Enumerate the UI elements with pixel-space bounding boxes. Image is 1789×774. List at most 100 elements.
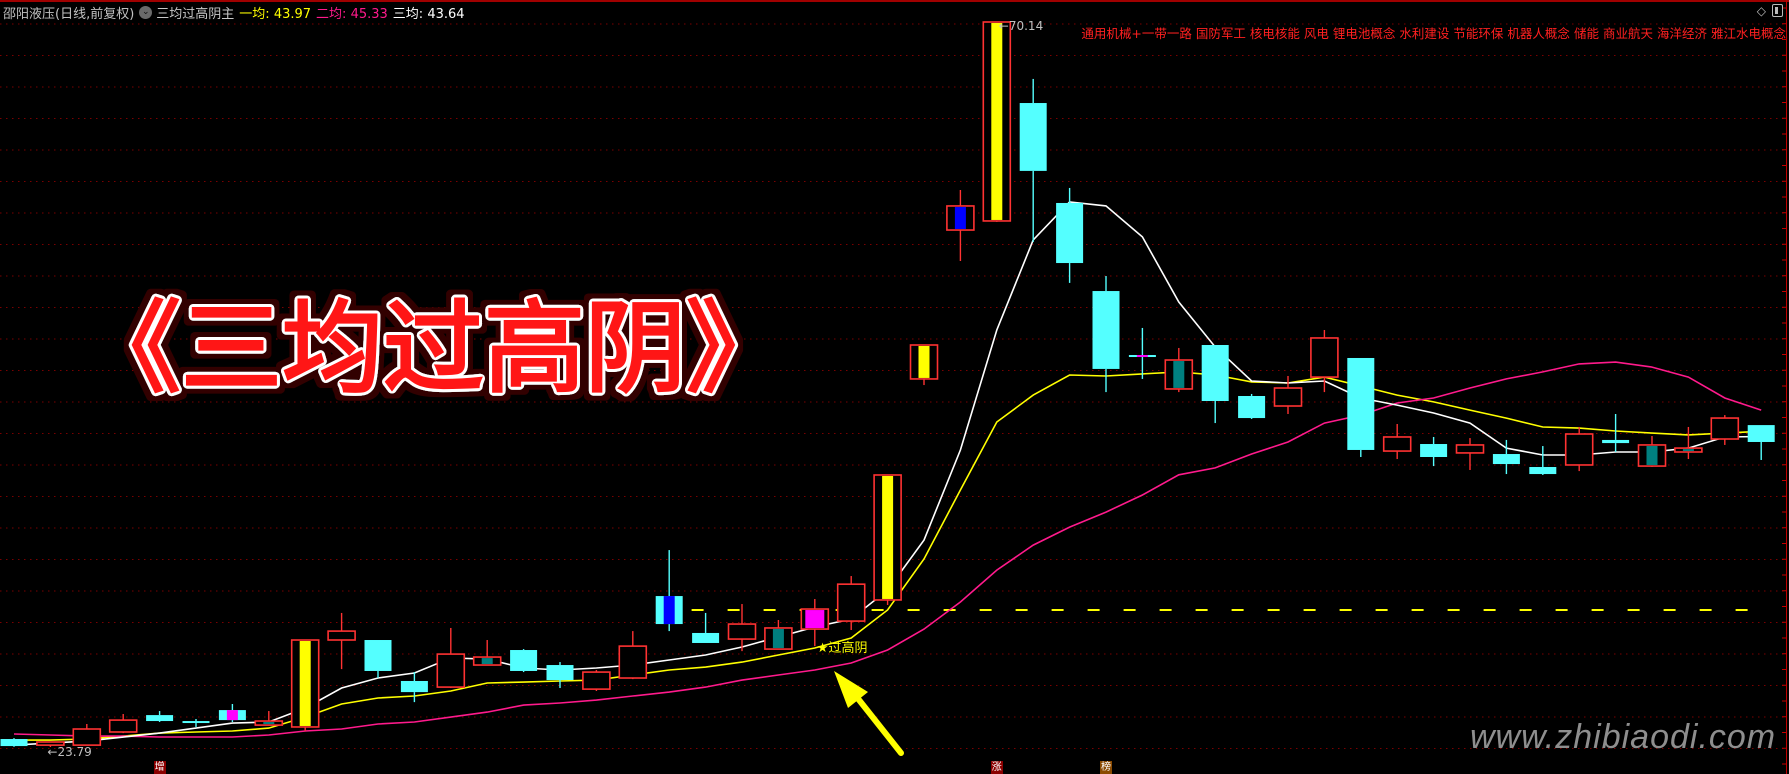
signal-mark-teal xyxy=(772,628,784,649)
candle-body xyxy=(36,741,65,746)
candle-body xyxy=(727,623,757,640)
watermark: www.zhibiaodi.com xyxy=(1470,718,1777,756)
candle-up xyxy=(254,711,284,726)
signal-mark-teal xyxy=(263,722,275,725)
candle-body xyxy=(327,630,356,641)
signal-mark-teal xyxy=(1682,449,1694,452)
candle-body xyxy=(1564,433,1594,466)
sector-tag[interactable]: 水利建设 xyxy=(1399,26,1450,41)
sector-tag[interactable]: 风电 xyxy=(1303,26,1329,41)
stock-title: 邵阳液压(日线,前复权) xyxy=(3,6,135,22)
sector-tag[interactable]: 通用机械+一带一路 xyxy=(1081,26,1192,41)
panel-toggle-icon[interactable] xyxy=(1772,4,1783,17)
candle-body xyxy=(1019,103,1047,171)
yellow-arrow-icon xyxy=(834,671,904,756)
candle-up xyxy=(982,21,1012,222)
signal-mark-yellow xyxy=(991,23,1003,220)
candle-down xyxy=(146,711,174,722)
candle-body xyxy=(1492,454,1520,465)
chart-header: 邵阳液压(日线,前复权) ⌄ 三均过高阴主 一均: 43.97 二均: 45.3… xyxy=(3,3,470,22)
signal-mark-magenta xyxy=(226,710,238,721)
candle-down xyxy=(1420,436,1448,467)
signal-mark-teal xyxy=(1173,361,1185,388)
signal-mark-yellow xyxy=(299,641,311,726)
candle-down xyxy=(1602,413,1630,452)
sector-tag[interactable]: 储能 xyxy=(1573,26,1599,41)
sector-tag[interactable]: 机器人概念 xyxy=(1507,26,1570,41)
candle-down xyxy=(1092,276,1120,393)
candle-down xyxy=(218,703,246,722)
candle-down xyxy=(692,612,720,643)
candle-body xyxy=(1710,417,1740,440)
candle-body xyxy=(0,739,28,747)
candle-up xyxy=(1164,347,1194,393)
candle-up xyxy=(800,599,830,647)
candle-down xyxy=(1201,345,1229,424)
chart-labels: ←70.14 ←23.79 ★过高阴 xyxy=(47,19,1043,759)
candle-body xyxy=(546,665,574,681)
overlay-title-group: 《三均过高阴》 xyxy=(77,287,790,410)
indicator-name[interactable]: 三均过高阴主 xyxy=(156,6,235,22)
candle-up xyxy=(1310,329,1339,393)
right-axis xyxy=(1782,0,1787,774)
candle-up xyxy=(436,627,466,689)
low-price-label: ←23.79 xyxy=(47,745,91,759)
candle-body xyxy=(510,650,538,671)
candle-up xyxy=(1674,426,1703,460)
candle-body xyxy=(146,715,174,722)
candle-up xyxy=(764,619,793,650)
diamond-icon[interactable]: ◇ xyxy=(1756,4,1766,18)
signal-mark-magenta xyxy=(805,610,825,629)
candle-down xyxy=(0,738,28,747)
candle-body xyxy=(400,680,428,693)
sector-tag[interactable]: 国防军工 xyxy=(1195,26,1246,41)
ma1-value: 43.97 xyxy=(273,6,312,22)
candle-down xyxy=(546,662,574,689)
event-marker[interactable]: 榜 xyxy=(1100,761,1112,774)
candle-down xyxy=(400,672,428,703)
candle-down xyxy=(1128,327,1156,379)
sector-tag[interactable]: 海洋经济 xyxy=(1656,26,1707,41)
candle-body xyxy=(618,645,648,679)
ma2-legend: 二均: 45.33 xyxy=(316,3,388,22)
candle-up xyxy=(727,604,757,652)
candle-down xyxy=(655,550,683,632)
candle-body xyxy=(1056,202,1084,264)
ma2-value: 45.33 xyxy=(350,6,388,22)
candle-down xyxy=(1529,446,1557,475)
candle-up xyxy=(1564,426,1594,472)
signal-label: ★过高阴 xyxy=(817,640,868,656)
candle-up xyxy=(873,474,902,605)
candle-up xyxy=(1382,423,1412,460)
candle-down xyxy=(1747,425,1775,460)
candle-up xyxy=(472,640,502,666)
candle-body xyxy=(1092,291,1120,369)
candle-up xyxy=(108,713,138,734)
sector-tag[interactable]: 节能环保 xyxy=(1453,26,1504,41)
event-marker[interactable]: 增 xyxy=(153,761,166,774)
candle-body xyxy=(1201,345,1229,402)
ma2-label: 二均: xyxy=(316,6,347,22)
high-price-label: ←70.14 xyxy=(999,19,1043,33)
candle-body xyxy=(1529,467,1557,475)
signal-mark-blue xyxy=(954,206,966,230)
signal-mark-magenta xyxy=(1136,355,1148,358)
candle-body xyxy=(836,583,866,622)
candle-up xyxy=(1273,375,1303,414)
ma1-legend: 一均: 43.97 xyxy=(239,3,311,22)
candle-body xyxy=(108,719,138,733)
sector-tag[interactable]: 商业航天 xyxy=(1602,26,1653,41)
candle-up xyxy=(909,344,939,386)
ma-lines xyxy=(13,201,1762,746)
sector-tag[interactable]: 雅江水电概念 xyxy=(1710,26,1786,41)
event-marker[interactable]: 涨 xyxy=(990,761,1003,774)
sector-tag[interactable]: 锂电池概念 xyxy=(1332,26,1396,41)
signal-mark-teal xyxy=(481,658,493,665)
chevron-down-circle-icon[interactable]: ⌄ xyxy=(139,5,153,19)
candle-down xyxy=(1019,78,1047,242)
candle-body xyxy=(1602,439,1630,444)
candle-up xyxy=(290,639,320,732)
sector-tag[interactable]: 核电核能 xyxy=(1249,26,1300,41)
candle-body xyxy=(1273,387,1303,407)
